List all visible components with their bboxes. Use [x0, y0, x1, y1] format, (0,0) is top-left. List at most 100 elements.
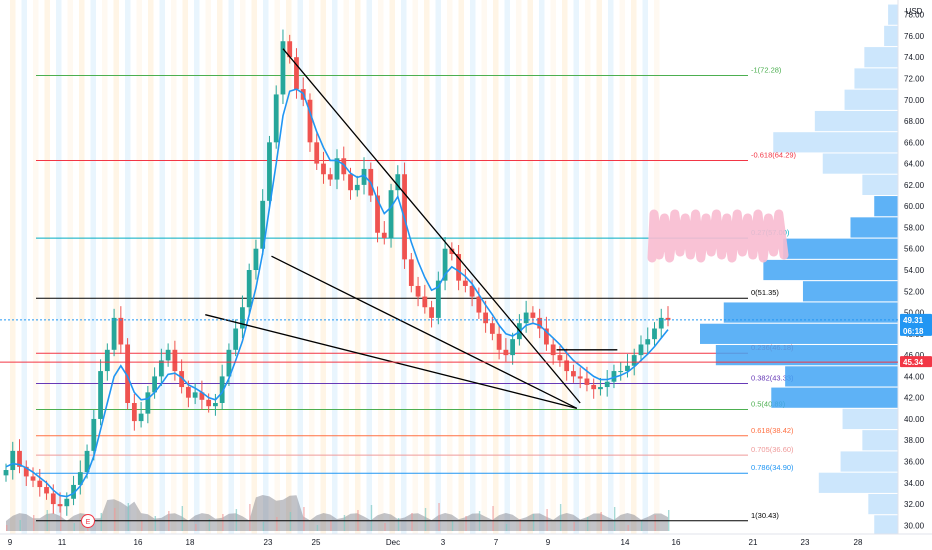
- session-stripe: [159, 0, 165, 534]
- session-stripe: [136, 0, 142, 534]
- candle-body: [611, 371, 617, 382]
- x-tick-label: 28: [854, 538, 863, 547]
- volume-profile-bar: [864, 47, 898, 68]
- fib-level-label: 0.382(43.33): [751, 374, 794, 383]
- candle-body: [30, 476, 36, 481]
- y-tick-label: 60.00: [904, 202, 925, 211]
- volume-profile-bar: [802, 281, 898, 302]
- last-price-tag: [900, 356, 932, 368]
- candle-body: [233, 328, 239, 350]
- candle-body: [625, 365, 630, 372]
- volume-bar: [627, 525, 629, 531]
- volume-bar: [438, 503, 440, 531]
- candle-body: [64, 498, 70, 507]
- candle-body: [314, 142, 320, 164]
- candle-body: [104, 349, 110, 372]
- candle-body: [604, 381, 610, 388]
- session-stripe: [481, 0, 487, 534]
- volume-bar: [546, 509, 548, 531]
- volume-bar: [33, 515, 35, 531]
- volume-bar: [235, 509, 238, 531]
- y-tick-label: 58.00: [904, 223, 925, 232]
- candle-body: [577, 376, 583, 379]
- volume-bar: [532, 514, 535, 531]
- candle-body: [584, 378, 590, 385]
- candle-body: [348, 174, 353, 191]
- candle-body: [658, 317, 664, 329]
- volume-profile-bar: [842, 408, 898, 430]
- volume-bar: [559, 504, 562, 531]
- session-stripe: [320, 0, 326, 534]
- candle-body: [321, 163, 326, 175]
- fib-level-label: 0(51.35): [751, 288, 779, 297]
- volume-bar: [114, 508, 116, 531]
- candle-body: [361, 168, 367, 185]
- y-tick-label: 66.00: [904, 138, 925, 147]
- candle-body: [408, 259, 414, 286]
- earnings-event-marker[interactable]: E: [81, 514, 95, 528]
- volume-profile-bar: [850, 217, 898, 238]
- x-tick-label: 14: [621, 538, 630, 547]
- volume-bar: [195, 524, 197, 531]
- session-stripe: [412, 0, 418, 534]
- candle-body: [131, 403, 137, 422]
- time-axis[interactable]: 9 11 16 18 23 25 Dec 3 7 9 14 16 21 23 28: [0, 533, 932, 550]
- session-stripe: [389, 0, 395, 534]
- session-stripe: [550, 0, 556, 534]
- fib-level-label: 0.5(40.89): [751, 399, 786, 408]
- session-stripe: [562, 0, 568, 534]
- session-stripe: [274, 0, 280, 534]
- earnings-event-label: E: [86, 519, 91, 526]
- session-stripe: [332, 0, 338, 534]
- volume-bar: [600, 512, 602, 531]
- candle-body: [57, 504, 63, 507]
- highlight-brush-drawing: [647, 209, 789, 263]
- candle-body: [273, 94, 279, 143]
- candle-body: [145, 392, 151, 414]
- candle-body: [246, 270, 252, 308]
- y-tick-label: 52.00: [904, 287, 925, 296]
- y-tick-label: 56.00: [904, 245, 925, 254]
- price-axis[interactable]: 30.00 32.00 34.00 36.00 38.00 40.00 42.00 44.00…: [0, 0, 932, 534]
- candle-body: [652, 328, 657, 340]
- session-stripe: [355, 0, 361, 534]
- candle-body: [442, 248, 448, 281]
- candle-body: [483, 312, 489, 324]
- trendline: [271, 255, 578, 409]
- volume-profile-bar: [700, 323, 898, 344]
- y-tick-label: 36.00: [904, 458, 925, 467]
- volume-bar: [505, 524, 508, 531]
- y-tick-label: 30.00: [904, 521, 925, 530]
- fib-level-label: -0.618(64.29): [751, 151, 797, 160]
- candle-body: [172, 349, 178, 372]
- session-stripe: [343, 0, 349, 534]
- candle-body: [571, 371, 576, 377]
- volume-profile: [700, 4, 898, 536]
- volume-bar: [519, 519, 521, 531]
- volume-profile-bar: [763, 259, 898, 281]
- y-tick-label: 72.00: [904, 74, 925, 83]
- volume-bar: [276, 517, 278, 531]
- trendline-drawings[interactable]: [205, 48, 618, 409]
- session-stripe: [527, 0, 533, 534]
- volume-bar: [465, 516, 467, 531]
- candle-body: [253, 248, 259, 270]
- volume-profile-bar: [783, 238, 898, 259]
- candle-body: [3, 470, 9, 476]
- session-stripe: [596, 0, 602, 534]
- volume-bar: [330, 520, 332, 531]
- volume-profile-bar: [715, 345, 898, 366]
- y-tick-label: 54.00: [904, 266, 925, 275]
- candle-body: [381, 232, 387, 239]
- currency-label: USD: [906, 7, 923, 16]
- volume-bar: [181, 506, 184, 531]
- session-stripe: [286, 0, 292, 534]
- y-tick-label: 46.00: [904, 351, 925, 360]
- session-stripe: [470, 0, 476, 534]
- candle-body: [84, 450, 90, 473]
- volume-bar: [316, 525, 319, 531]
- y-tick-label: 62.00: [904, 181, 925, 190]
- candle-body: [469, 285, 475, 297]
- candle-body: [327, 174, 333, 180]
